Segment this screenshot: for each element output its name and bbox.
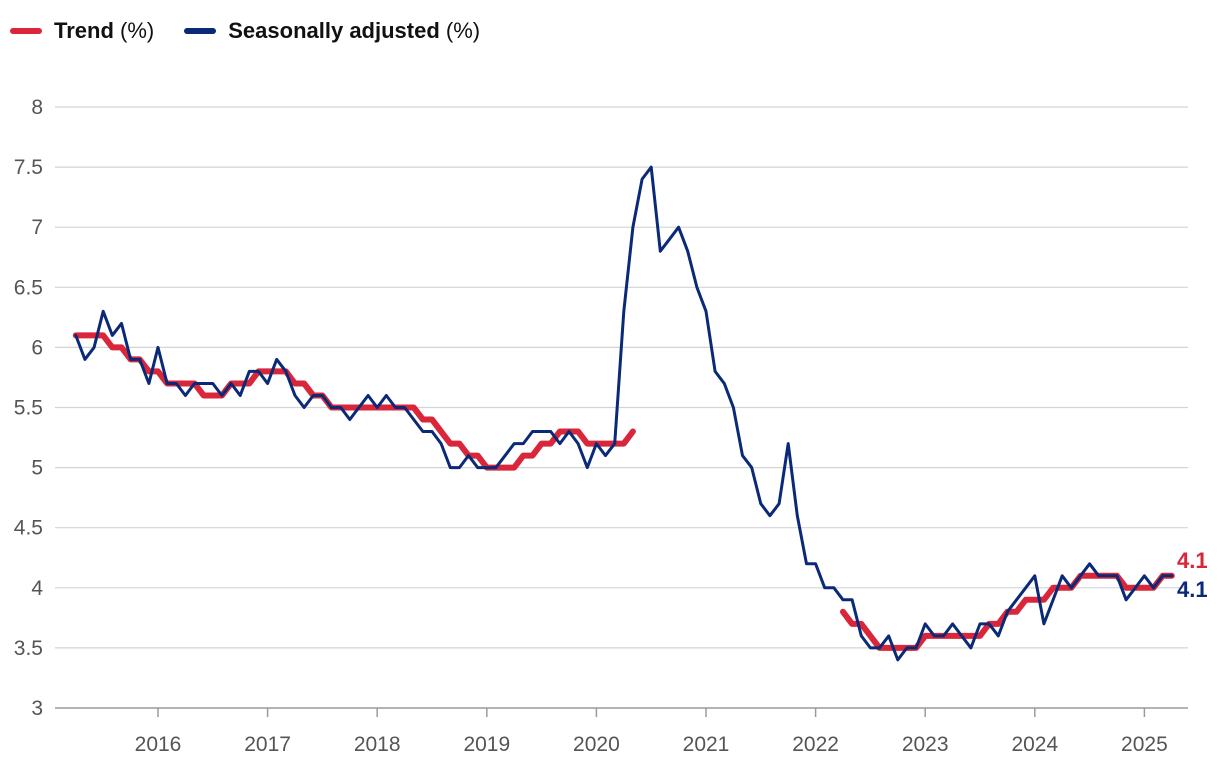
y-tick-label: 4.5 — [14, 517, 43, 540]
seasonally-adjusted-line — [74, 165, 1174, 662]
x-tick-label: 2018 — [354, 733, 401, 756]
y-axis-ticks: 3 3.5 4 4.5 5 5.5 6 6.5 7 7.5 8 — [14, 96, 44, 720]
y-tick-label: 7.5 — [14, 156, 43, 179]
y-tick-label: 4 — [31, 577, 43, 600]
gridlines — [55, 106, 1188, 709]
x-tick-label: 2020 — [573, 733, 620, 756]
legend-item-trend: Trend (%) — [10, 18, 154, 44]
y-tick-label: 5.5 — [14, 397, 43, 420]
legend-label-trend: Trend (%) — [54, 18, 155, 43]
x-tick-label: 2016 — [135, 733, 182, 756]
y-tick-label: 6 — [31, 336, 43, 359]
x-tick-label: 2019 — [463, 733, 510, 756]
x-tick-label: 2024 — [1011, 733, 1058, 756]
x-tick-label: 2022 — [792, 733, 839, 756]
y-tick-label: 7 — [31, 216, 43, 239]
series-lines — [72, 165, 1175, 662]
x-tick-label: 2017 — [244, 733, 291, 756]
y-tick-label: 6.5 — [14, 276, 43, 299]
y-tick-label: 3.5 — [14, 637, 43, 660]
end-label-seasonally-adjusted: 4.1 — [1177, 577, 1208, 602]
y-tick-label: 3 — [31, 697, 43, 720]
legend-swatch-trend — [10, 28, 42, 34]
legend-item-seasonally-adjusted: Seasonally adjusted (%) — [184, 18, 480, 44]
x-tick-label: 2023 — [902, 733, 949, 756]
chart-legend: Trend (%) Seasonally adjusted (%) — [10, 14, 480, 48]
legend-swatch-seasonally-adjusted — [184, 28, 217, 34]
y-tick-label: 8 — [31, 96, 43, 119]
x-tick-label: 2021 — [683, 733, 730, 756]
x-tick-label: 2025 — [1121, 733, 1168, 756]
legend-label-seasonally-adjusted: Seasonally adjusted (%) — [228, 18, 481, 43]
end-label-trend: 4.1 — [1177, 548, 1208, 573]
y-tick-label: 5 — [31, 457, 43, 480]
x-axis-ticks: 2016 2017 2018 2019 2020 2021 2022 2023 2024 2025 — [135, 708, 1168, 756]
